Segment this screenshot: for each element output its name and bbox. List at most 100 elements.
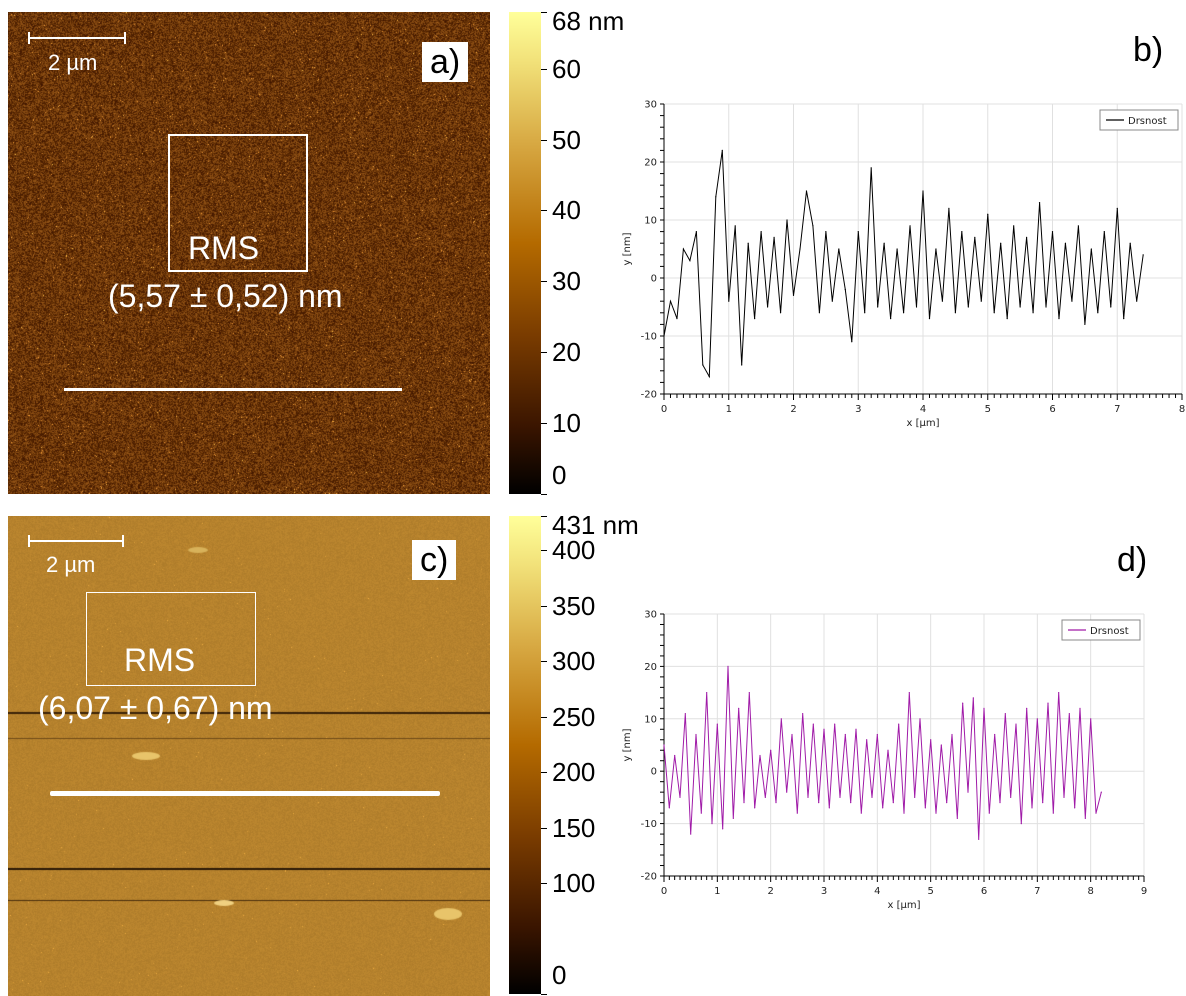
data-point — [1058, 692, 1060, 694]
y-tick-label: 20 — [644, 662, 657, 673]
data-point — [669, 300, 672, 302]
x-tick-label: 8 — [1179, 404, 1185, 415]
panel-tag-a: a) — [422, 42, 469, 82]
data-point — [1142, 254, 1144, 256]
colorbar-tick-label: 350 — [552, 590, 596, 621]
data-point — [831, 300, 833, 302]
data-point — [890, 318, 892, 320]
data-point — [941, 300, 944, 302]
data-point — [770, 749, 772, 751]
data-point — [908, 692, 910, 694]
x-tick-label: 2 — [790, 404, 796, 415]
data-point — [747, 242, 749, 244]
data-point — [786, 791, 788, 793]
data-point — [734, 225, 736, 227]
data-point — [722, 828, 724, 830]
scale-bar-a — [28, 37, 126, 39]
data-point — [850, 802, 852, 804]
x-tick-label: 7 — [1034, 886, 1040, 897]
data-point — [928, 318, 931, 320]
y-tick-label: 10 — [644, 714, 657, 725]
data-point — [988, 812, 990, 814]
data-point — [951, 733, 953, 736]
data-point — [711, 823, 713, 825]
colorbar-tick-label: 250 — [552, 701, 596, 732]
data-point — [791, 733, 793, 736]
data-point — [1068, 712, 1070, 715]
colorbar-tick-mark — [541, 139, 547, 141]
data-point — [727, 665, 729, 667]
data-point — [994, 733, 996, 736]
data-point — [987, 213, 989, 215]
colorbar-tick-mark — [541, 68, 547, 70]
colorbar-tick-label: 20 — [552, 337, 581, 368]
data-point — [690, 833, 692, 835]
data-point — [1095, 812, 1097, 814]
data-point — [779, 312, 782, 314]
data-point — [967, 791, 969, 793]
data-point — [1063, 796, 1065, 798]
colorbar-tick-mark — [541, 352, 547, 354]
data-point — [1079, 707, 1081, 709]
data-point — [1084, 817, 1086, 819]
data-point — [1031, 807, 1033, 809]
data-point — [887, 749, 889, 751]
x-tick-label: 4 — [874, 886, 880, 897]
data-point — [940, 744, 942, 746]
data-point — [1006, 318, 1008, 320]
colorbar-tick-label: 10 — [552, 408, 581, 439]
x-tick-label: 8 — [1087, 886, 1093, 897]
data-point — [689, 260, 691, 262]
legend-box — [1061, 619, 1141, 641]
data-point — [838, 248, 840, 250]
y-tick-label: 0 — [651, 274, 657, 285]
data-point — [738, 707, 740, 709]
data-point — [844, 289, 846, 291]
panel-tag-d: d) — [1117, 541, 1148, 579]
y-tick-label: -10 — [641, 332, 657, 343]
scale-bar-c-tick-left — [28, 535, 30, 547]
data-point — [954, 312, 956, 314]
chart-b: 0 1 2 3 4 5 6 7 8 -20 -10 0 10 20 30 x [µm] y [nm] Drsnos… — [622, 100, 1185, 430]
data-point — [1036, 718, 1038, 720]
data-point — [674, 754, 676, 757]
y-tick-label: -20 — [641, 872, 657, 883]
data-point — [876, 733, 878, 736]
data-point — [754, 318, 756, 320]
rms-label-a: RMS — [188, 230, 260, 266]
colorbar-tick-mark — [541, 12, 547, 13]
colorbar-tick-label: 68 nm — [552, 6, 625, 36]
data-point — [930, 739, 932, 741]
data-point — [780, 718, 782, 720]
data-point — [767, 306, 769, 308]
data-point — [748, 692, 750, 694]
x-tick-label: 3 — [821, 886, 827, 897]
data-point — [948, 207, 950, 209]
data-point — [807, 796, 809, 798]
colorbar-tick-mark — [541, 516, 547, 517]
x-axis-label: x [µm] — [906, 418, 939, 429]
data-point — [898, 723, 900, 725]
data-point — [1090, 248, 1092, 250]
afm-texture-c — [8, 516, 490, 996]
colorbar-tick-mark — [541, 716, 547, 718]
data-point — [877, 306, 879, 308]
data-point — [1090, 718, 1092, 720]
colorbar-tick-label: 30 — [552, 266, 581, 297]
colorbar-tick-mark — [541, 494, 547, 495]
data-point — [844, 733, 846, 736]
x-tick-label: 0 — [661, 886, 667, 897]
data-point — [1019, 306, 1021, 308]
x-tick-label: 7 — [1114, 404, 1120, 415]
afm-image-c: 2 µm c) RMS (6,07 ± 0,67) nm — [8, 516, 490, 996]
data-point — [1110, 306, 1112, 308]
data-point — [1013, 225, 1015, 227]
data-point — [1047, 702, 1049, 704]
data-point — [855, 728, 857, 730]
panel-tag-c: c) — [412, 540, 457, 580]
colorbar-tick-label: 431 nm — [552, 510, 639, 540]
y-tick-label: 10 — [644, 216, 657, 227]
data-point — [741, 364, 743, 366]
data-point — [866, 739, 868, 741]
data-point — [972, 697, 974, 699]
